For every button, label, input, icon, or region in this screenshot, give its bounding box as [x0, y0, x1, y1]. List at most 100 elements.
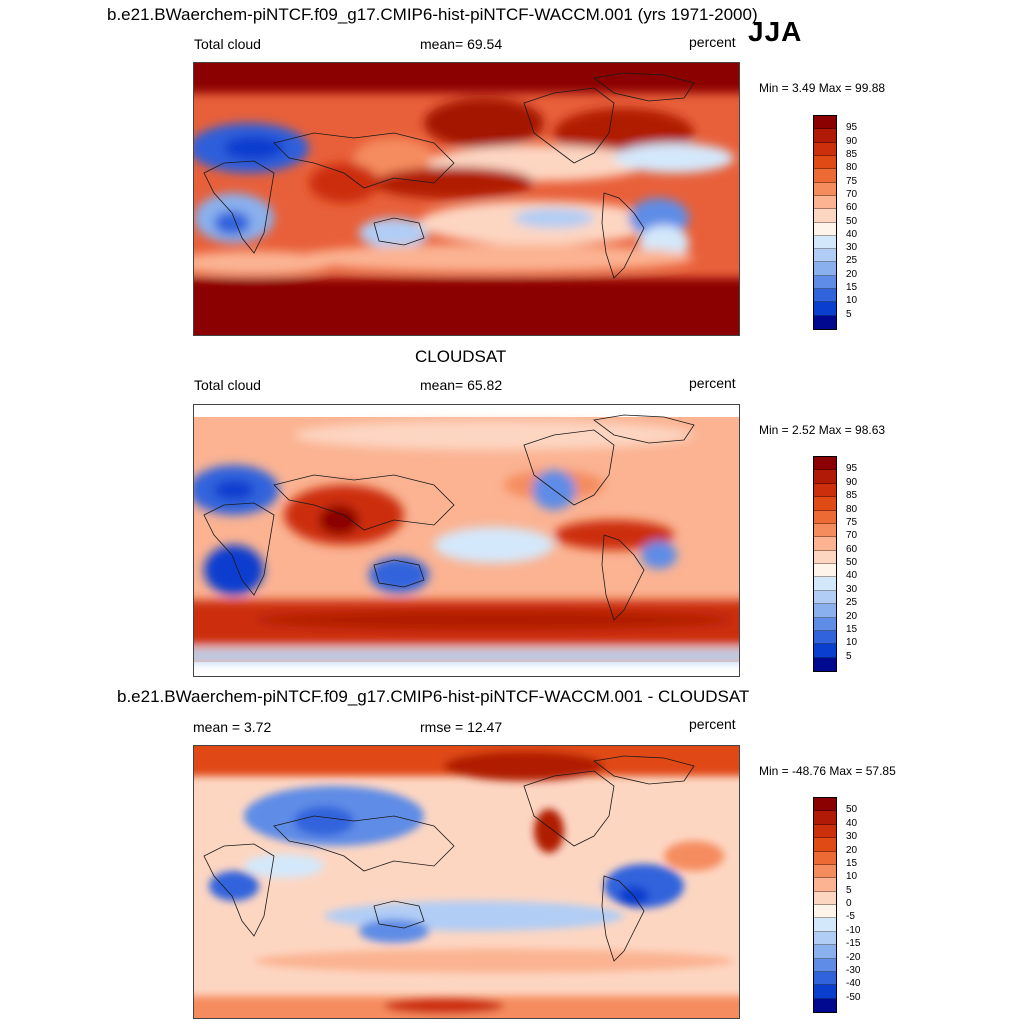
colorbar-tick-label: 20: [846, 844, 858, 856]
panel3-map-field: [194, 746, 739, 1018]
panel2-colorbar: [813, 456, 837, 672]
panel3-rmse-label: rmse = 12.47: [420, 719, 503, 735]
colorbar-tick-label: -5: [846, 911, 855, 923]
colorbar-tick-label: 30: [846, 583, 858, 595]
colorbar-segment: [814, 169, 836, 183]
colorbar-segment: [814, 630, 836, 645]
colorbar-tick-label: 90: [846, 476, 858, 488]
colorbar-segment: [814, 891, 836, 905]
panel1-minmax: Min = 3.49 Max = 99.88: [759, 81, 886, 95]
colorbar-segment: [814, 918, 836, 932]
colorbar-segment: [814, 564, 836, 578]
season-label: JJA: [748, 16, 803, 47]
colorbar-tick-label: 90: [846, 135, 858, 147]
colorbar-segment: [814, 457, 836, 471]
colorbar-segment: [814, 550, 836, 564]
panel1-coastlines: [203, 72, 695, 279]
colorbar-segment: [814, 824, 836, 839]
colorbar-tick-label: 80: [846, 503, 858, 515]
colorbar-tick-label: 50: [846, 557, 858, 568]
colorbar-segment: [814, 590, 836, 605]
colorbar-segment: [814, 958, 836, 972]
colorbar-tick-label: 95: [846, 463, 858, 475]
colorbar-segment: [814, 998, 836, 1012]
colorbar-tick-label: -15: [846, 938, 861, 950]
panel3-title: b.e21.BWaerchem-piNTCF.f09_g17.CMIP6-his…: [117, 687, 750, 706]
colorbar-segment: [814, 838, 836, 852]
panel2-minmax: Min = 2.52 Max = 98.63: [759, 423, 886, 437]
colorbar-tick-label: 70: [846, 188, 858, 200]
panel1-mean-label: mean= 69.54: [420, 36, 503, 52]
colorbar-segment: [814, 195, 836, 210]
colorbar-tick-label: 60: [846, 202, 858, 214]
colorbar-segment: [814, 182, 836, 196]
colorbar-segment: [814, 155, 836, 170]
colorbar-tick-label: 15: [846, 282, 858, 294]
colorbar-segment: [814, 497, 836, 511]
colorbar-segment: [814, 523, 836, 538]
colorbar-segment: [814, 129, 836, 143]
colorbar-segment: [814, 644, 836, 658]
colorbar-tick-label: 30: [846, 831, 858, 843]
colorbar-segment: [814, 985, 836, 999]
colorbar-segment: [814, 878, 836, 892]
colorbar-tick-label: 0: [846, 898, 852, 909]
colorbar-tick-label: 5: [846, 308, 852, 320]
colorbar-segment: [814, 142, 836, 156]
colorbar-tick-label: 75: [846, 175, 858, 187]
colorbar-tick-label: 20: [846, 610, 858, 622]
colorbar-segment: [814, 617, 836, 631]
colorbar-tick-label: 80: [846, 162, 858, 174]
panel1-map: [193, 62, 740, 336]
colorbar-segment: [814, 931, 836, 946]
colorbar-tick-label: 40: [846, 228, 858, 240]
panel3-coastlines: [203, 755, 695, 962]
colorbar-tick-label: 60: [846, 543, 858, 555]
colorbar-segment: [814, 209, 836, 223]
colorbar-segment: [814, 905, 836, 919]
colorbar-tick-label: -10: [846, 924, 861, 936]
colorbar-segment: [814, 235, 836, 250]
colorbar-segment: [814, 302, 836, 316]
colorbar-tick-label: 50: [846, 804, 858, 816]
colorbar-tick-label: 30: [846, 242, 858, 254]
colorbar-tick-label: -30: [846, 964, 861, 976]
colorbar-tick-label: 5: [846, 884, 852, 896]
colorbar-tick-label: 10: [846, 295, 858, 307]
panel2-mean-label: mean= 65.82: [420, 377, 503, 393]
panel1-units-label: percent: [689, 34, 736, 50]
colorbar-segment: [814, 811, 836, 825]
colorbar-tick-label: 15: [846, 857, 858, 869]
colorbar-segment: [814, 657, 836, 671]
colorbar-tick-label: 10: [846, 637, 858, 649]
panel2-map: [193, 404, 740, 677]
colorbar-segment: [814, 262, 836, 276]
panel2-coastlines: [203, 414, 695, 621]
colorbar-segment: [814, 537, 836, 551]
colorbar-segment: [814, 604, 836, 618]
colorbar-segment: [814, 510, 836, 524]
panel2-map-field: [194, 405, 739, 676]
colorbar-tick-label: 75: [846, 516, 858, 528]
colorbar-tick-label: 25: [846, 597, 858, 609]
panel3-mean-label: mean = 3.72: [193, 719, 272, 735]
panel3-units-label: percent: [689, 716, 736, 732]
colorbar-tick-label: 40: [846, 817, 858, 829]
colorbar-segment: [814, 483, 836, 498]
colorbar-tick-label: 15: [846, 623, 858, 635]
colorbar-tick-label: 95: [846, 122, 858, 134]
panel3-minmax: Min = -48.76 Max = 57.85: [759, 764, 896, 778]
panel2-title: CLOUDSAT: [415, 347, 507, 366]
colorbar-tick-label: -50: [846, 991, 861, 1003]
colorbar-tick-label: 25: [846, 255, 858, 267]
colorbar-tick-label: 40: [846, 570, 858, 582]
colorbar-tick-label: 85: [846, 148, 858, 160]
colorbar-segment: [814, 289, 836, 303]
colorbar-tick-label: 5: [846, 650, 852, 662]
colorbar-segment: [814, 577, 836, 591]
colorbar-tick-label: 85: [846, 490, 858, 502]
colorbar-segment: [814, 798, 836, 812]
colorbar-tick-label: -40: [846, 978, 861, 990]
panel3-map: [193, 745, 740, 1019]
colorbar-segment: [814, 116, 836, 130]
